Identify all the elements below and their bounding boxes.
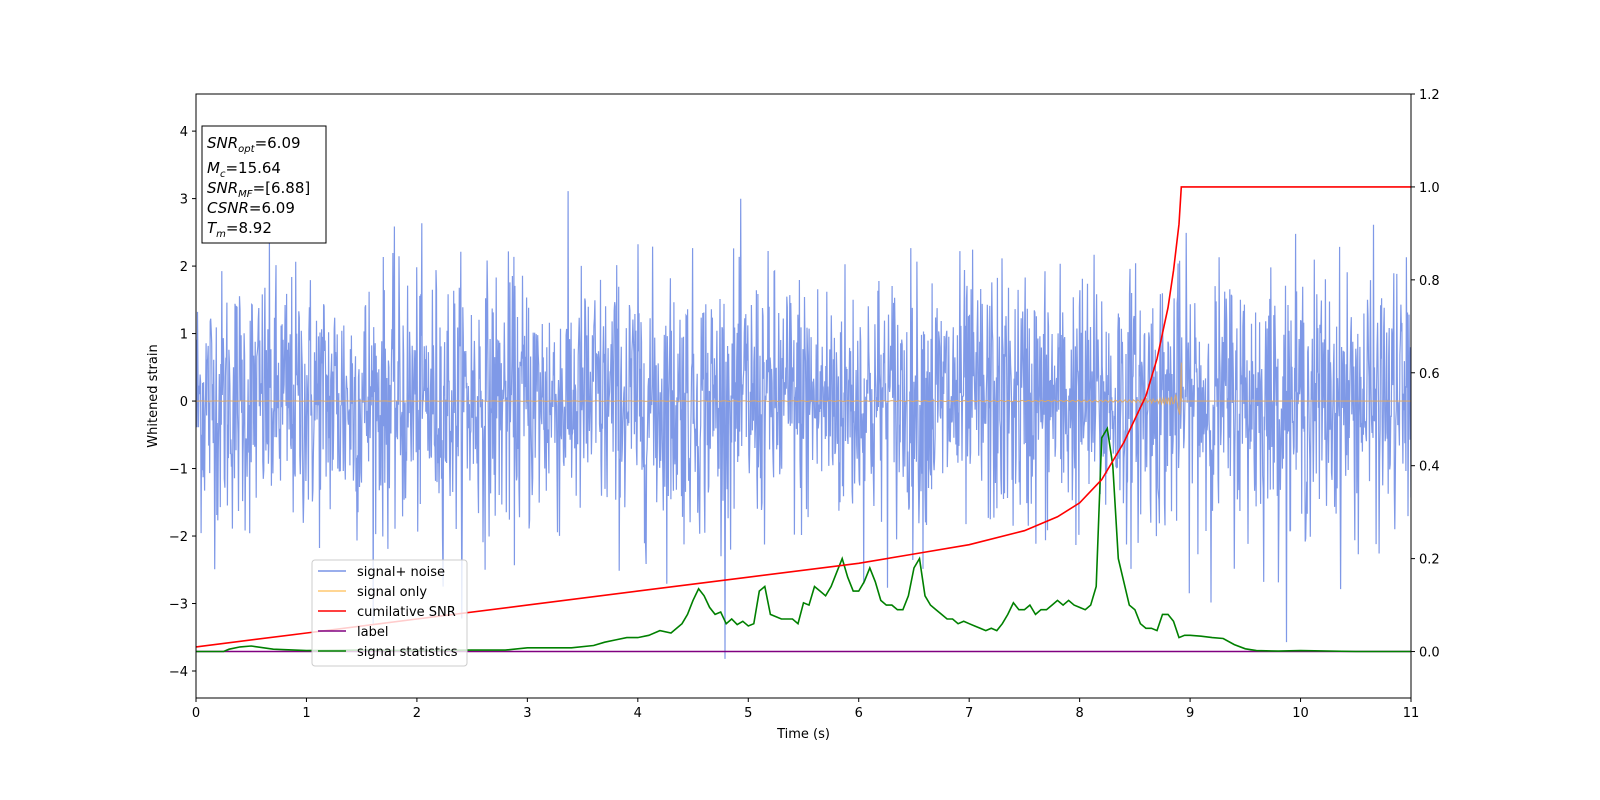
x-tick-label: 6 <box>855 706 863 721</box>
annotation-line-snr-mf: SNRMF=[6.88] <box>207 179 310 200</box>
annotation-line-snr-opt: SNRopt=6.09 <box>207 134 301 155</box>
y-left-tick-label: 3 <box>180 193 188 208</box>
y-left-tick-label: 2 <box>180 260 188 275</box>
annotation-line-mc: Mc=15.64 <box>207 159 281 180</box>
annotation-box: SNRopt=6.09 Mc=15.64 SNRMF=[6.88] CSNR=6… <box>201 125 327 244</box>
y-right-tick-label: 0.4 <box>1419 460 1440 475</box>
signal-only-line <box>196 362 1411 415</box>
x-tick-label: 1 <box>302 706 310 721</box>
x-axis-label: Time (s) <box>776 727 830 742</box>
cumilative-snr-line <box>196 186 1411 648</box>
x-tick-label: 2 <box>413 706 421 721</box>
annotation-line-tm: Tm=8.92 <box>207 219 272 240</box>
right-y-axis: 0.0 0.2 0.4 0.6 0.8 1.0 1.2 <box>1411 88 1440 661</box>
y-right-tick-label: 0.2 <box>1419 553 1440 568</box>
y-left-tick-label: −1 <box>169 463 188 478</box>
x-tick-label: 9 <box>1186 706 1194 721</box>
legend-label-signal-noise: signal+ noise <box>357 565 445 580</box>
y-left-tick-label: −3 <box>169 598 188 613</box>
legend-label-cumulative-snr: cumilative SNR <box>357 605 456 620</box>
y-left-tick-label: 1 <box>180 328 188 343</box>
y-right-tick-label: 1.0 <box>1419 181 1440 196</box>
signal-noise-line <box>196 191 1411 659</box>
y-right-tick-label: 0.6 <box>1419 367 1440 382</box>
signal-only-series <box>196 362 1411 415</box>
y-left-tick-label: −4 <box>169 665 188 680</box>
x-tick-label: 8 <box>1075 706 1083 721</box>
legend-label-label: label <box>357 625 388 640</box>
x-tick-label: 0 <box>192 706 200 721</box>
x-tick-label: 7 <box>965 706 973 721</box>
y-left-tick-label: −2 <box>169 530 188 545</box>
x-tick-label: 11 <box>1403 706 1420 721</box>
y-right-tick-label: 0.8 <box>1419 274 1440 289</box>
legend-label-signal-only: signal only <box>357 585 427 600</box>
y-right-tick-label: 0.0 <box>1419 646 1440 661</box>
annotation-line-csnr: CSNR=6.09 <box>207 199 295 217</box>
y-right-tick-label: 1.2 <box>1419 88 1440 103</box>
y-left-tick-label: 4 <box>180 125 188 140</box>
x-tick-label: 4 <box>634 706 642 721</box>
left-y-axis: −4 −3 −2 −1 0 1 2 3 4 <box>169 125 196 680</box>
y-left-tick-label: 0 <box>180 395 188 410</box>
x-tick-label: 3 <box>523 706 531 721</box>
x-tick-label: 10 <box>1292 706 1309 721</box>
legend: signal+ noise signal only cumilative SNR… <box>311 559 468 667</box>
plot-frame <box>195 93 1412 699</box>
legend-label-signal-statistics: signal statistics <box>357 645 458 660</box>
signal-noise-series <box>196 191 1411 659</box>
signal-statistics-line <box>196 426 1411 653</box>
y-axis-label: Whitened strain <box>146 344 161 447</box>
x-tick-label: 5 <box>744 706 752 721</box>
x-axis: 0 1 2 3 4 5 6 7 8 9 10 11 <box>192 698 1419 721</box>
